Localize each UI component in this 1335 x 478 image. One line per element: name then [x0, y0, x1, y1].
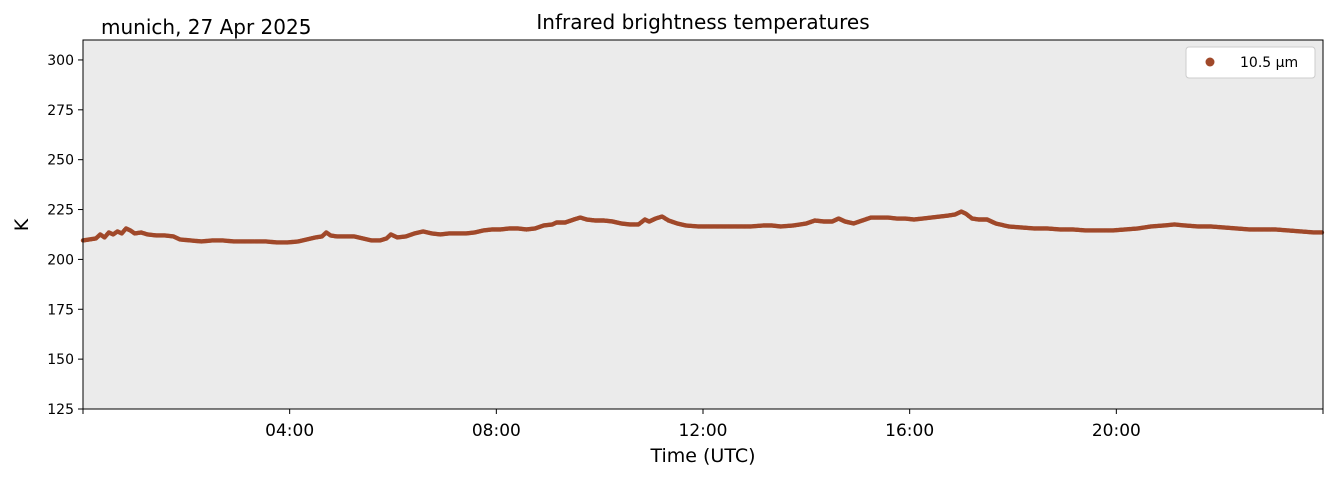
y-axis-label: K [11, 218, 33, 231]
y-tick-label: 250 [47, 153, 74, 169]
y-tick-label: 150 [47, 352, 74, 368]
y-tick-label: 125 [47, 402, 74, 418]
chart-subtitle: munich, 27 Apr 2025 [101, 15, 311, 39]
y-tick-label: 200 [47, 252, 74, 268]
legend: 10.5 µm [1185, 46, 1316, 79]
legend-box [1185, 46, 1316, 79]
x-tick-label: 08:00 [472, 421, 521, 441]
y-tick-label: 275 [47, 103, 74, 119]
y-tick-label: 175 [47, 302, 74, 318]
x-tick-label: 04:00 [265, 421, 314, 441]
series-marks [80, 209, 1325, 245]
y-axis: 125 150 175 200 225 250 275 300 [47, 53, 83, 418]
y-tick-label: 225 [47, 203, 74, 219]
legend-label-10-5um: 10.5 µm [1240, 55, 1298, 71]
x-tick-label: 16:00 [885, 421, 934, 441]
x-tick-label: 12:00 [679, 421, 728, 441]
x-tick-label: 20:00 [1092, 421, 1141, 441]
legend-marker-10-5um [1205, 57, 1215, 67]
chart-title: Infrared brightness temperatures [536, 10, 869, 34]
x-axis-label: Time (UTC) [649, 445, 755, 467]
series-10-5um [80, 209, 1325, 245]
y-tick-label: 300 [47, 53, 74, 69]
x-axis: 04:00 08:00 12:00 16:00 20:00 [82, 409, 1324, 441]
